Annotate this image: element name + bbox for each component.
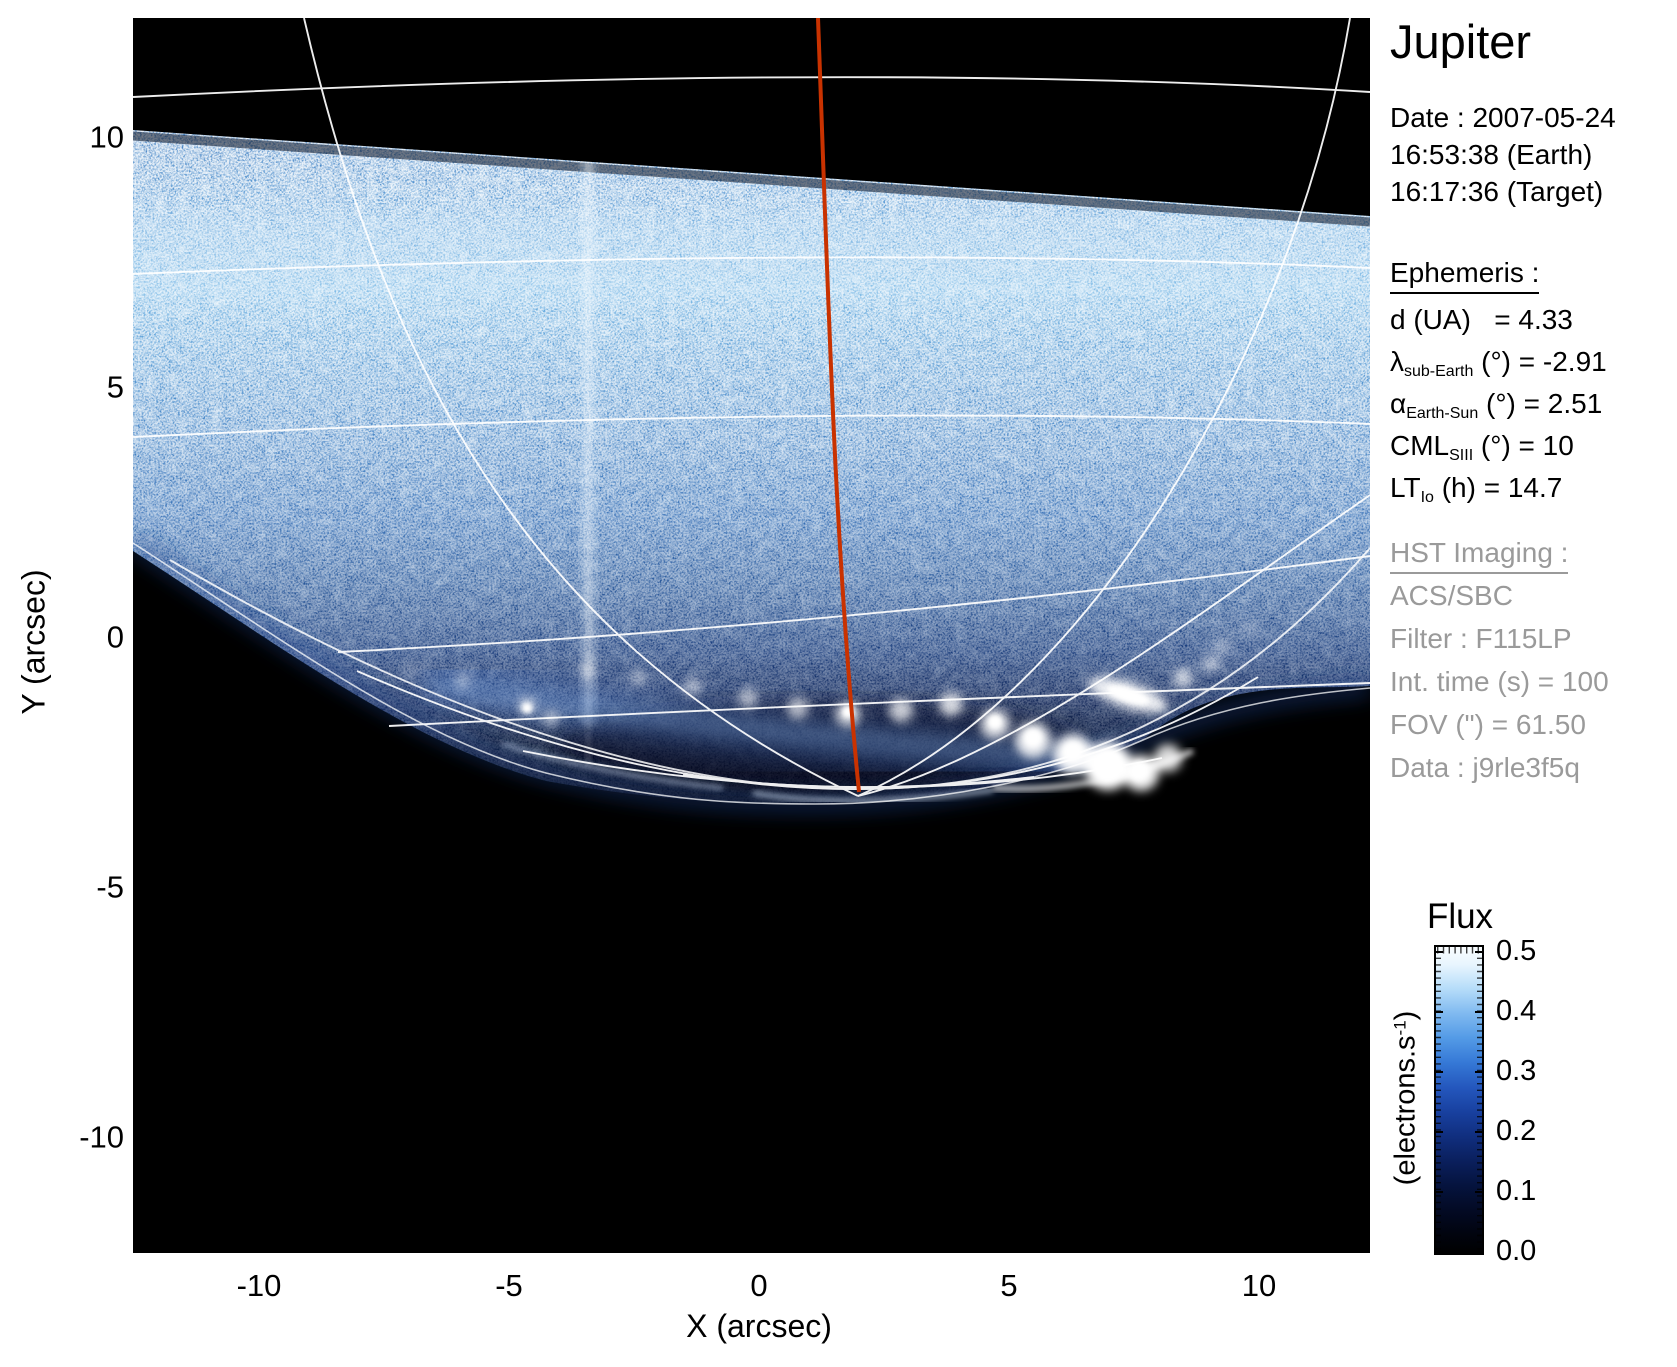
flux-unit-label: (electrons.s-1) [1389, 1010, 1422, 1186]
time-target-line: 16:17:36 (Target) [1390, 176, 1604, 207]
flux-tick-05: 0.5 [1496, 934, 1537, 967]
date-line: Date : 2007-05-24 [1390, 102, 1616, 133]
hst-row-data-id: Data : j9rle3f5q [1390, 752, 1580, 783]
flux-tick-04: 0.4 [1496, 994, 1537, 1027]
flux-tick-00: 0.0 [1496, 1234, 1537, 1267]
y-tick-10: 10 [89, 119, 124, 155]
ephemeris-row-cml: CMLSIII (°) = 10 [1390, 430, 1574, 464]
planet-limb-line [133, 542, 1370, 805]
ephemeris-row-distance: d (UA) = 4.33 [1390, 304, 1573, 335]
ephemeris-row-lt-io: LTIo (h) = 14.7 [1390, 472, 1563, 506]
hst-row-int-time: Int. time (s) = 100 [1390, 666, 1609, 697]
hst-row-fov: FOV (") = 61.50 [1390, 709, 1586, 740]
hst-rows: ACS/SBC Filter : F115LP Int. time (s) = … [1390, 574, 1609, 789]
x-tick-m5: -5 [495, 1268, 523, 1303]
ephemeris-heading: Ephemeris : [1390, 257, 1540, 294]
hst-row-filter: Filter : F115LP [1390, 623, 1572, 654]
ephemeris-row-alpha: αEarth-Sun (°) = 2.51 [1390, 388, 1603, 422]
x-tick-m10: -10 [236, 1268, 282, 1303]
y-tick-5: 5 [106, 369, 124, 405]
main-plot [133, 18, 1370, 1253]
x-tick-0: 0 [750, 1268, 768, 1303]
hst-heading: HST Imaging : [1390, 537, 1569, 574]
flux-title: Flux [1426, 897, 1494, 936]
y-tick-m10: -10 [79, 1119, 124, 1155]
flux-colorbar [1434, 945, 1484, 1255]
ephemeris-row-lambda: λsub-Earth (°) = -2.91 [1390, 346, 1607, 380]
colorbar-major-ticks [1435, 951, 1483, 1253]
figure-title: Jupiter [1390, 15, 1532, 68]
hst-row-instrument: ACS/SBC [1390, 580, 1513, 611]
flux-tick-02: 0.2 [1496, 1114, 1537, 1147]
x-axis-title: X (arcsec) [686, 1308, 832, 1344]
bright-band [133, 214, 1370, 299]
graticule [133, 18, 1370, 805]
cml-meridian-line [816, 18, 861, 793]
x-tick-10: 10 [1241, 1268, 1277, 1303]
x-tick-5: 5 [1000, 1268, 1018, 1303]
colorbar-gradient [1434, 945, 1484, 1255]
y-tick-0: 0 [106, 619, 124, 655]
ephemeris-rows: d (UA) = 4.33 λsub-Earth (°) = -2.91 αEa… [1390, 299, 1607, 509]
flux-tick-03: 0.3 [1496, 1054, 1537, 1087]
date-block: Date : 2007-05-24 16:53:38 (Earth) 16:17… [1390, 99, 1616, 210]
time-earth-line: 16:53:38 (Earth) [1390, 139, 1593, 170]
flux-tick-01: 0.1 [1496, 1174, 1537, 1207]
y-tick-m5: -5 [96, 869, 124, 905]
